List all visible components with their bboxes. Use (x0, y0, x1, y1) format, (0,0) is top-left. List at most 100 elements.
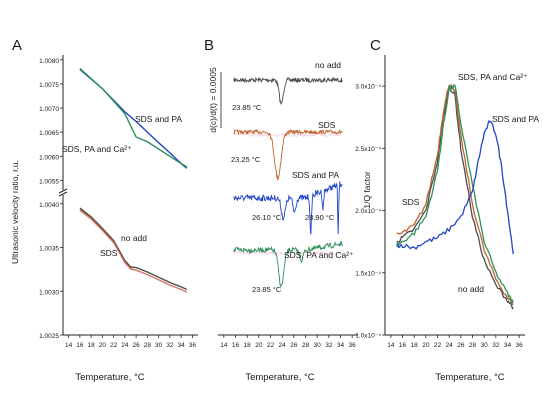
panel-b-ylabel: d(c)/d(t) = 0.0005 (208, 67, 218, 133)
panel-b-series-halo (233, 132, 342, 138)
panel-c-y-tick-label: 1.0x10⁻⁴ (355, 333, 381, 340)
annotation-sds-pa-b: SDS and PA (292, 170, 339, 180)
panel-a-y-tick-label: 1.0030 (39, 289, 59, 296)
panel-c-series (396, 83, 514, 310)
annotation-dip-sds: 23.25 °C (231, 155, 261, 164)
panel-a-y-tick-label: 1.0065 (39, 130, 59, 137)
panel-a-x-tick-label: 32 (166, 342, 174, 349)
panel-c-y-tick-label: 2.0x10⁻⁴ (355, 208, 381, 215)
annotation-dip-sds-pa-ca: 23.85 °C (252, 285, 282, 294)
annotation-no-add-a: no add (121, 233, 147, 243)
panel-a-series (79, 67, 188, 293)
panel-b-xlabel: Temperature, °C (245, 372, 314, 383)
panel-c-ylabel: 1/Q factor (362, 171, 372, 208)
annotation-sds-c: SDS (402, 197, 420, 207)
panel-b-x-tick-label: 24 (279, 342, 287, 349)
panel-b-axes: 14 16 18 20 22 24 26 28 30 32 34 36 (218, 334, 358, 349)
panel-a-y-tick-label: 1.0060 (39, 154, 59, 161)
panel-b-series-line (233, 76, 343, 105)
annotation-sds-a: SDS (100, 248, 118, 258)
annotation-sds-pa-ca-a: SDS, PA and Ca²⁺ (62, 144, 132, 154)
annotation-dip-sds-pa-1: 26.10 °C (252, 213, 282, 222)
panel-a-xlabel: Temperature, °C (75, 372, 144, 383)
panel-c-axes: 14 16 18 20 22 24 26 28 30 32 34 36 3.0x10⁻⁴ 2.5x10⁻⁴… (355, 55, 525, 349)
panel-a-y-tick-label: 1.0075 (39, 82, 59, 89)
panel-a-series-line (79, 67, 188, 168)
panel-b-series-line (233, 181, 343, 235)
annotation-sds-b: SDS (318, 120, 336, 130)
panel-c-series-line (396, 119, 514, 255)
annotation-sds-pa-c: SDS and PA (492, 114, 539, 124)
panel-a-axis-break (58, 191, 68, 197)
panel-a-x-tick-label: 18 (88, 342, 96, 349)
annotation-sds-pa-ca-c: SDS, PA and Ca²⁺ (458, 72, 528, 82)
panel-a-y-tick-label: 1.0035 (39, 246, 59, 253)
panel-b-x-tick-label: 22 (267, 342, 275, 349)
panel-a-y-tick-label: 1.0055 (39, 178, 59, 185)
annotation-dip-no-add: 23.85 °C (232, 103, 262, 112)
panel-c-series-line (396, 84, 514, 310)
panel-c-label: C (370, 37, 381, 54)
panel-c-xlabel: Temperature, °C (435, 372, 504, 383)
panel-b-x-tick-label: 36 (349, 342, 357, 349)
panel-b-x-tick-label: 34 (337, 342, 345, 349)
panel-b-x-tick-label: 16 (232, 342, 240, 349)
panel-b-x-tick-label: 20 (255, 342, 263, 349)
panel-c-x-tick-label: 36 (516, 342, 524, 349)
panel-c-y-tick-label: 2.5x10⁻⁴ (355, 146, 381, 153)
panel-b-x-tick-label: 32 (325, 342, 333, 349)
panel-c-y-tick-label: 3.0x10⁻⁴ (355, 84, 381, 91)
panel-b: B d(c)/d(t) = 0.0005 Temperature, °C 14 1… (204, 37, 358, 383)
panel-b-series-line (233, 129, 343, 182)
annotation-dip-sds-pa-2: 28.90 °C (305, 213, 335, 222)
annotation-no-add-b: no add (315, 60, 341, 70)
panel-a-x-tick-label: 30 (155, 342, 163, 349)
panel-a-axis-break (58, 188, 68, 194)
panel-c-x-tick-label: 18 (411, 342, 419, 349)
panel-c-x-tick-label: 16 (399, 342, 407, 349)
panel-c: C 1/Q factor Temperature, °C 14 16 18 20 22 2… (355, 37, 539, 383)
panel-a-y-tick-label: 1.0070 (39, 106, 59, 113)
panel-c-x-tick-label: 26 (457, 342, 465, 349)
panel-a-y-tick-label: 1.0040 (39, 202, 59, 209)
panel-a-x-tick-label: 20 (99, 342, 107, 349)
panel-a-x-tick-label: 26 (133, 342, 141, 349)
panel-c-x-tick-label: 22 (434, 342, 442, 349)
panel-a-series-line (79, 207, 188, 291)
panel-a-series-halo (79, 210, 188, 293)
panel-a-x-tick-label: 22 (110, 342, 118, 349)
panel-a-x-tick-label: 24 (121, 342, 129, 349)
panel-a-x-tick-label: 36 (189, 342, 197, 349)
panel-b-x-tick-label: 26 (290, 342, 298, 349)
annotation-no-add-c: no add (458, 284, 484, 294)
annotation-sds-pa-a: SDS and PA (135, 114, 182, 124)
panel-c-x-tick-label: 14 (387, 342, 395, 349)
panel-c-x-tick-label: 30 (481, 342, 489, 349)
panel-a-ylabel: Ultrasonic velocity ratio, r.u. (10, 160, 20, 264)
panel-b-label: B (204, 37, 214, 54)
panel-c-x-tick-label: 34 (504, 342, 512, 349)
panel-c-series-line (396, 84, 514, 306)
panel-a-axes: 14 16 18 20 22 24 26 28 30 32 34 36 1.0080 1.0075 1.00… (39, 55, 198, 349)
panel-a: A Ultrasonic velocity ratio, r.u. Temper… (10, 37, 198, 383)
panel-b-x-tick-label: 18 (244, 342, 252, 349)
panel-b-series-line (233, 240, 343, 287)
panel-a-label: A (12, 37, 22, 54)
panel-b-x-tick-label: 14 (220, 342, 228, 349)
annotation-sds-pa-ca-b: SDS, PA and Ca²⁺ (284, 250, 354, 260)
panel-c-y-tick-label: 1.5x10⁻⁴ (355, 270, 381, 277)
panel-c-x-tick-label: 20 (422, 342, 430, 349)
panel-a-x-tick-label: 28 (144, 342, 152, 349)
panel-b-series (233, 76, 343, 287)
panel-a-y-tick-label: 1.0080 (39, 58, 59, 65)
panel-a-x-tick-label: 14 (65, 342, 73, 349)
panel-a-x-tick-label: 34 (178, 342, 186, 349)
panel-c-x-tick-label: 32 (492, 342, 500, 349)
panel-b-x-tick-label: 28 (302, 342, 310, 349)
panel-a-x-tick-label: 16 (76, 342, 84, 349)
panel-c-series-line (396, 83, 514, 304)
panel-a-y-tick-label: 1.0025 (39, 333, 59, 340)
panel-b-x-tick-label: 30 (314, 342, 322, 349)
panel-c-x-tick-label: 24 (446, 342, 454, 349)
